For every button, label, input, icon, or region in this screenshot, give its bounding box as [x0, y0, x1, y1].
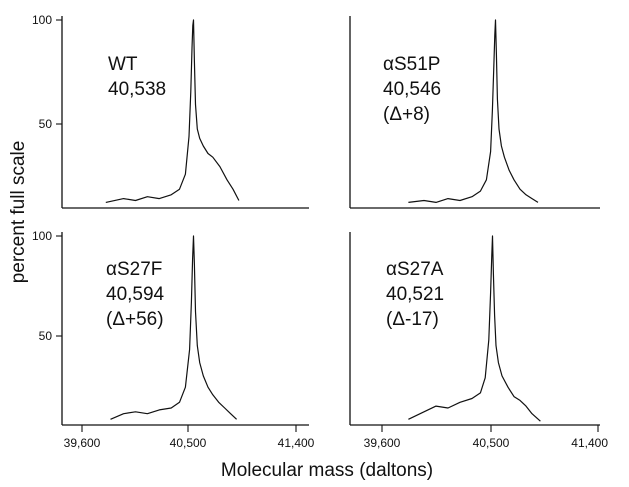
x-axis-title: Molecular mass (daltons)	[221, 460, 433, 481]
panel-as51p-spectrum-line	[408, 19, 539, 203]
panel-as27f-ytick-label-100: 100	[32, 229, 52, 243]
panel-wt: 100 50 WT 40,538	[32, 13, 309, 209]
panel-as27f-xtick-label-39600: 39,600	[64, 436, 101, 450]
panel-as27a-mass-label: 40,521	[386, 284, 444, 305]
panel-as27a-delta-label: (Δ-17)	[386, 309, 439, 330]
panel-as51p: αS51P 40,546 (Δ+8)	[349, 16, 600, 209]
panel-wt-spectrum-line	[105, 19, 240, 203]
panel-as27a-xtick-label-41400: 41,400	[571, 436, 608, 450]
panel-as27f-variant-label: αS27F	[106, 259, 162, 280]
panel-as27f-mass-label: 40,594	[106, 284, 165, 305]
panel-as27a-xtick-label-40500: 40,500	[473, 436, 510, 450]
panel-as27f-spectrum-line	[110, 235, 238, 420]
panel-as51p-variant-label: αS51P	[383, 54, 440, 75]
panel-as27a: αS27A 40,521 (Δ-17) 39,600 40,500 41,400	[349, 232, 608, 450]
panel-as27f-xtick-label-41400: 41,400	[278, 436, 315, 450]
panel-as27f: 100 50 αS27F 40,594 (Δ+56) 39,600 40,500…	[32, 229, 315, 450]
panel-as27f-delta-label: (Δ+56)	[106, 309, 164, 330]
panel-as27a-xtick-label-39600: 39,600	[364, 436, 401, 450]
panel-wt-ytick-label-50: 50	[39, 117, 53, 131]
panel-as51p-mass-label: 40,546	[383, 79, 441, 100]
panel-wt-ytick-label-100: 100	[32, 13, 52, 27]
panel-as27a-spectrum-line	[408, 235, 541, 422]
panel-as51p-delta-label: (Δ+8)	[383, 104, 430, 125]
panel-as27f-ytick-label-50: 50	[39, 329, 53, 343]
panel-as27f-xtick-label-40500: 40,500	[170, 436, 207, 450]
panel-as27a-variant-label: αS27A	[386, 259, 444, 280]
panel-wt-variant-label: WT	[108, 54, 138, 75]
panel-wt-mass-label: 40,538	[108, 79, 166, 100]
y-axis-title: percent full scale	[8, 141, 29, 284]
